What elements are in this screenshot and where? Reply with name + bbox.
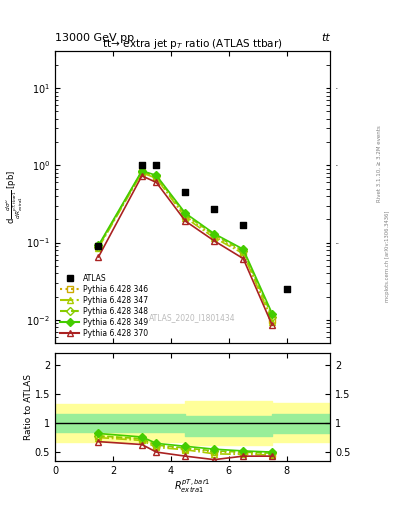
- Point: [240, 221, 246, 229]
- Title: tt$\!\rightarrow\!$ extra jet p$_T$ ratio (ATLAS ttbar): tt$\!\rightarrow\!$ extra jet p$_T$ rati…: [102, 37, 283, 51]
- X-axis label: $R^{pT,bar1}_{extra1}$: $R^{pT,bar1}_{extra1}$: [174, 477, 211, 495]
- Text: ATLAS_2020_I1801434: ATLAS_2020_I1801434: [149, 314, 236, 323]
- Text: tt: tt: [321, 33, 330, 43]
- Point: [211, 205, 217, 214]
- Text: mcplots.cern.ch [arXiv:1306.3436]: mcplots.cern.ch [arXiv:1306.3436]: [385, 210, 389, 302]
- Text: Rivet 3.1.10, ≥ 3.2M events: Rivet 3.1.10, ≥ 3.2M events: [377, 125, 382, 202]
- Point: [182, 188, 189, 196]
- Text: 13000 GeV pp: 13000 GeV pp: [55, 33, 134, 43]
- Y-axis label: d$\frac{d\sigma^u}{dR^{pT,tbar1}_{extra1}}$ [pb]: d$\frac{d\sigma^u}{dR^{pT,tbar1}_{extra1…: [5, 170, 25, 224]
- Y-axis label: Ratio to ATLAS: Ratio to ATLAS: [24, 374, 33, 440]
- Point: [139, 161, 145, 169]
- Point: [95, 242, 102, 250]
- Point: [153, 161, 160, 169]
- Legend: ATLAS, Pythia 6.428 346, Pythia 6.428 347, Pythia 6.428 348, Pythia 6.428 349, P: ATLAS, Pythia 6.428 346, Pythia 6.428 34…: [59, 272, 149, 339]
- Point: [283, 285, 290, 293]
